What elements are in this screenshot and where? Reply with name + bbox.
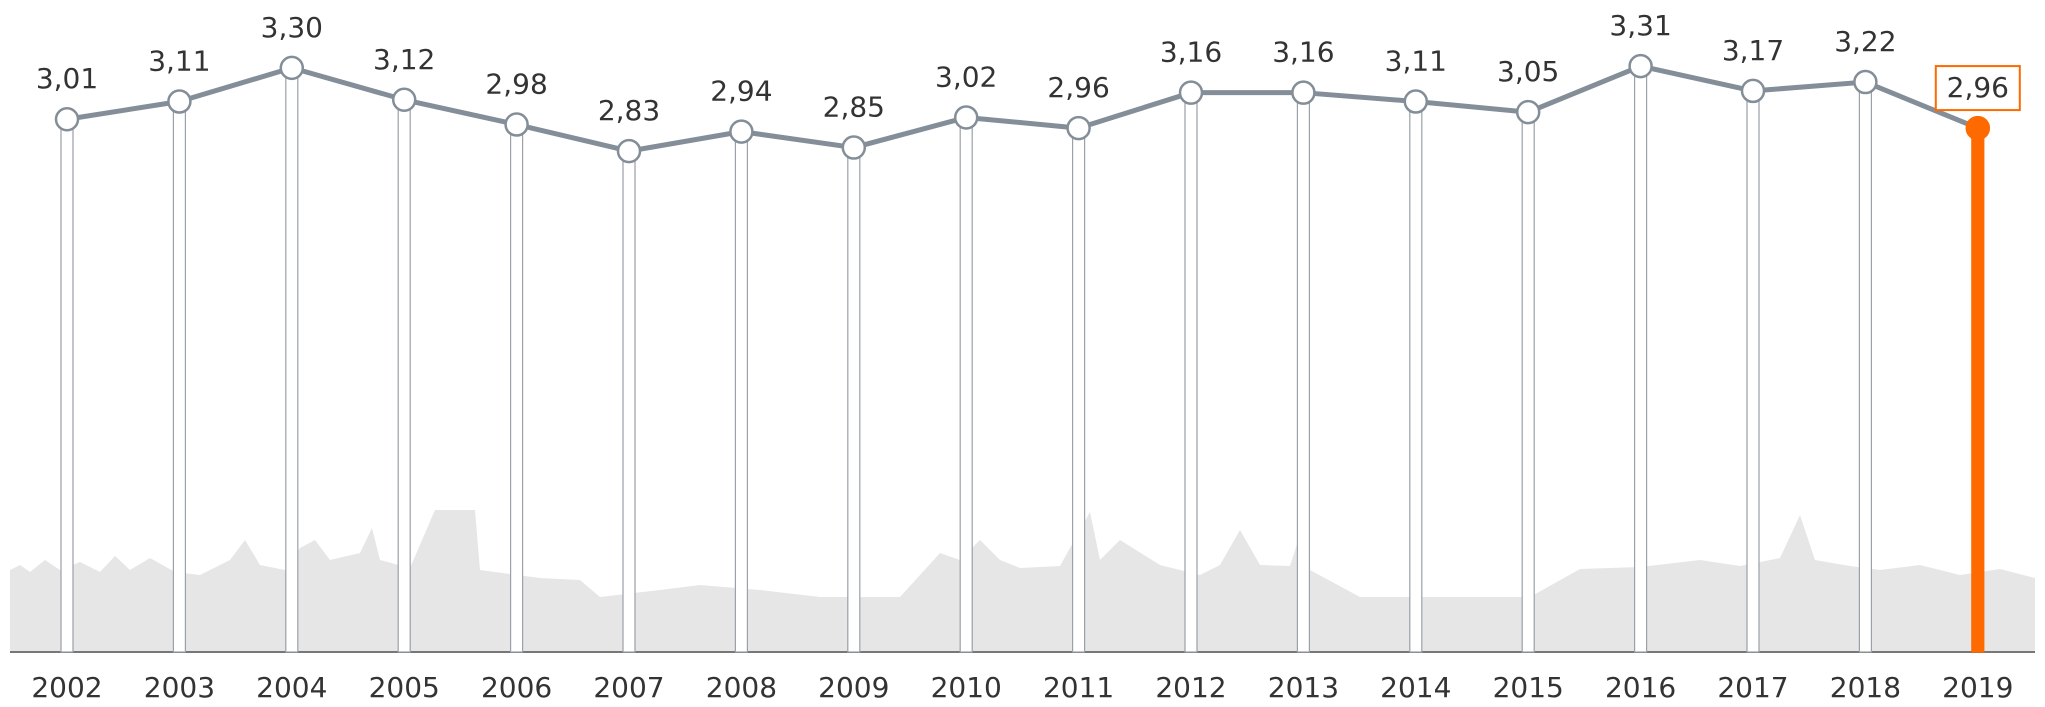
x-tick-label: 2005 bbox=[369, 671, 440, 704]
bar bbox=[172, 100, 186, 653]
label-box bbox=[1934, 65, 2021, 112]
bar bbox=[734, 131, 749, 653]
bar bbox=[1071, 127, 1086, 653]
value-label: 3,17 bbox=[1722, 34, 1784, 67]
bar bbox=[847, 146, 861, 653]
point bbox=[54, 106, 80, 132]
bar bbox=[285, 67, 299, 653]
x-tick-label: 2006 bbox=[481, 671, 552, 704]
value-label: 2,94 bbox=[710, 75, 772, 108]
x-tick-label: 2002 bbox=[31, 671, 102, 704]
bar bbox=[1296, 92, 1311, 653]
value-label: 3,12 bbox=[373, 43, 435, 76]
value-label: 2,96 bbox=[1947, 71, 2009, 104]
point bbox=[504, 112, 529, 137]
value-label: 2,83 bbox=[598, 94, 660, 127]
value-label: 3,31 bbox=[1609, 9, 1671, 42]
value-label: 2,98 bbox=[485, 68, 547, 101]
value-label: 2,96 bbox=[1047, 71, 1109, 104]
bar bbox=[60, 118, 74, 653]
value-label: 3,16 bbox=[1160, 36, 1222, 69]
bar bbox=[1746, 90, 1760, 653]
x-tick-label: 2019 bbox=[1942, 671, 2013, 704]
bar bbox=[622, 150, 636, 653]
point bbox=[1066, 115, 1091, 141]
point bbox=[1515, 99, 1541, 125]
x-tick-label: 2004 bbox=[256, 671, 327, 704]
x-tick-label: 2010 bbox=[931, 671, 1002, 704]
bar bbox=[1409, 100, 1423, 653]
skyline bbox=[10, 510, 2035, 652]
value-label: 2,85 bbox=[823, 91, 885, 124]
bar bbox=[397, 99, 411, 653]
x-tick-label: 2012 bbox=[1155, 671, 1226, 704]
bar bbox=[1184, 92, 1198, 653]
value-label: 3,11 bbox=[148, 45, 210, 78]
x-tick-label: 2013 bbox=[1268, 671, 1339, 704]
bar bbox=[1521, 111, 1535, 653]
value-label: 3,22 bbox=[1834, 25, 1896, 58]
point bbox=[279, 55, 305, 81]
point bbox=[841, 135, 867, 160]
value-label: 3,11 bbox=[1385, 45, 1447, 78]
bar bbox=[1858, 81, 1873, 653]
x-tick-label: 2015 bbox=[1493, 671, 1564, 704]
value-label: 3,02 bbox=[935, 60, 997, 93]
bar bbox=[959, 116, 973, 653]
point bbox=[1178, 80, 1204, 105]
point bbox=[167, 89, 192, 114]
point bbox=[616, 138, 642, 164]
x-tick-label: 2003 bbox=[144, 671, 215, 704]
value-label: 3,01 bbox=[36, 62, 98, 95]
line bbox=[66, 63, 1979, 154]
point bbox=[1965, 115, 1991, 141]
x-tick-label: 2011 bbox=[1043, 671, 1114, 704]
point bbox=[1403, 89, 1429, 114]
x-tick-label: 2018 bbox=[1830, 671, 1901, 704]
x-tick-label: 2017 bbox=[1717, 671, 1788, 704]
x-tick-label: 2007 bbox=[593, 671, 664, 704]
point bbox=[1740, 78, 1766, 104]
x-tick-label: 2008 bbox=[706, 671, 777, 704]
value-label: 3,30 bbox=[261, 11, 323, 44]
x-tick-label: 2009 bbox=[818, 671, 889, 704]
x-tick-label: 2014 bbox=[1380, 671, 1451, 704]
value-label: 3,05 bbox=[1497, 55, 1559, 88]
bar bbox=[1633, 65, 1648, 653]
bar bbox=[510, 123, 524, 653]
value-label: 3,16 bbox=[1272, 36, 1334, 69]
point bbox=[729, 119, 754, 144]
x-tick-label: 2016 bbox=[1605, 671, 1676, 704]
point bbox=[953, 105, 979, 130]
point bbox=[1853, 69, 1878, 95]
point bbox=[1628, 53, 1653, 79]
point bbox=[1291, 80, 1316, 105]
bar bbox=[1971, 127, 1985, 653]
point bbox=[391, 87, 417, 113]
